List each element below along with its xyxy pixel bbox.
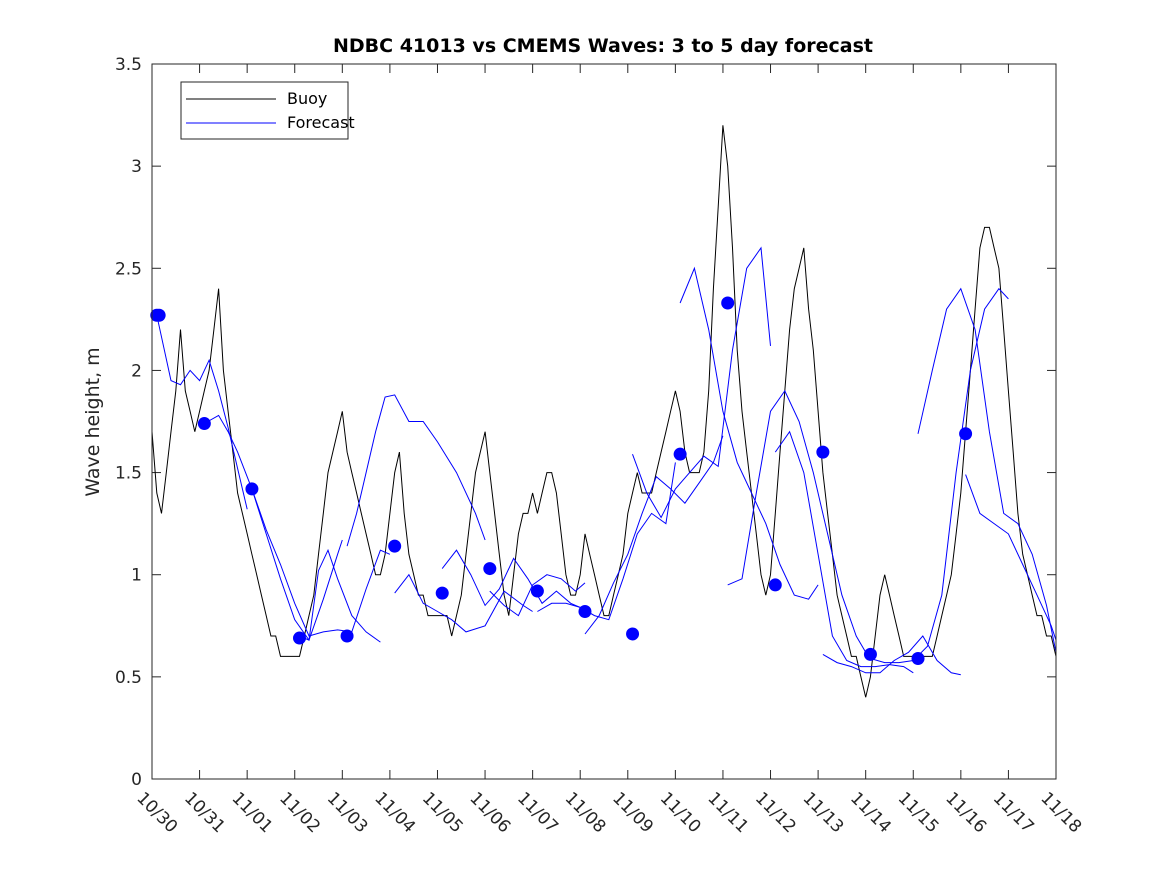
forecast-series-line [489, 574, 586, 617]
forecast-marker [816, 445, 830, 459]
forecast-series-line [870, 287, 1009, 664]
legend-forecast-label: Forecast [287, 113, 355, 132]
forecast-marker [911, 651, 925, 665]
forecast-series-line [679, 266, 819, 600]
legend: Buoy Forecast [180, 81, 355, 140]
forecast-marker [721, 296, 735, 310]
y-tick-label: 0 [131, 770, 142, 790]
y-tick-label: 1.5 [115, 464, 142, 484]
y-tick-label: 3 [131, 157, 142, 177]
forecast-series-line [204, 414, 343, 642]
forecast-marker [435, 586, 449, 600]
legend-buoy-label: Buoy [287, 89, 327, 108]
axes-box [151, 63, 1057, 780]
forecast-marker [388, 539, 402, 553]
forecast-series-line [299, 548, 381, 643]
forecast-series-line [251, 488, 391, 637]
forecast-marker [483, 562, 497, 576]
forecast-marker [959, 427, 973, 441]
y-tick-label: 1 [131, 566, 142, 586]
forecast-series-line [727, 389, 867, 653]
forecast-series-line [394, 573, 533, 633]
y-tick-label: 0.5 [115, 668, 142, 688]
forecast-series-line [584, 435, 724, 635]
y-tick-label: 2.5 [115, 259, 142, 279]
forecast-marker [245, 482, 259, 496]
forecast-series-line [632, 246, 771, 519]
forecast-marker [673, 447, 687, 461]
legend-box [180, 81, 349, 140]
forecast-series-line [822, 635, 961, 676]
forecast-series-line [537, 462, 676, 621]
y-tick-label: 3.5 [115, 55, 142, 75]
y-axis-label: Wave height, m [82, 347, 104, 496]
forecast-marker [292, 631, 306, 645]
forecast-marker [197, 417, 211, 431]
forecast-series-line [156, 315, 248, 510]
forecast-marker [340, 629, 354, 643]
y-tick-label: 2 [131, 361, 142, 381]
forecast-series-line [346, 394, 486, 547]
forecast-marker [578, 604, 592, 618]
chart-title: NDBC 41013 vs CMEMS Waves: 3 to 5 day fo… [333, 35, 873, 57]
forecast-marker [863, 647, 877, 661]
forecast-series-line [965, 474, 1057, 641]
forecast-series-line [441, 549, 581, 608]
forecast-marker [626, 627, 640, 641]
forecast-marker [768, 578, 782, 592]
forecast-marker [530, 584, 544, 598]
forecast-marker [152, 308, 166, 322]
forecast-series-line [774, 430, 914, 674]
forecast-series-line [917, 287, 1057, 653]
